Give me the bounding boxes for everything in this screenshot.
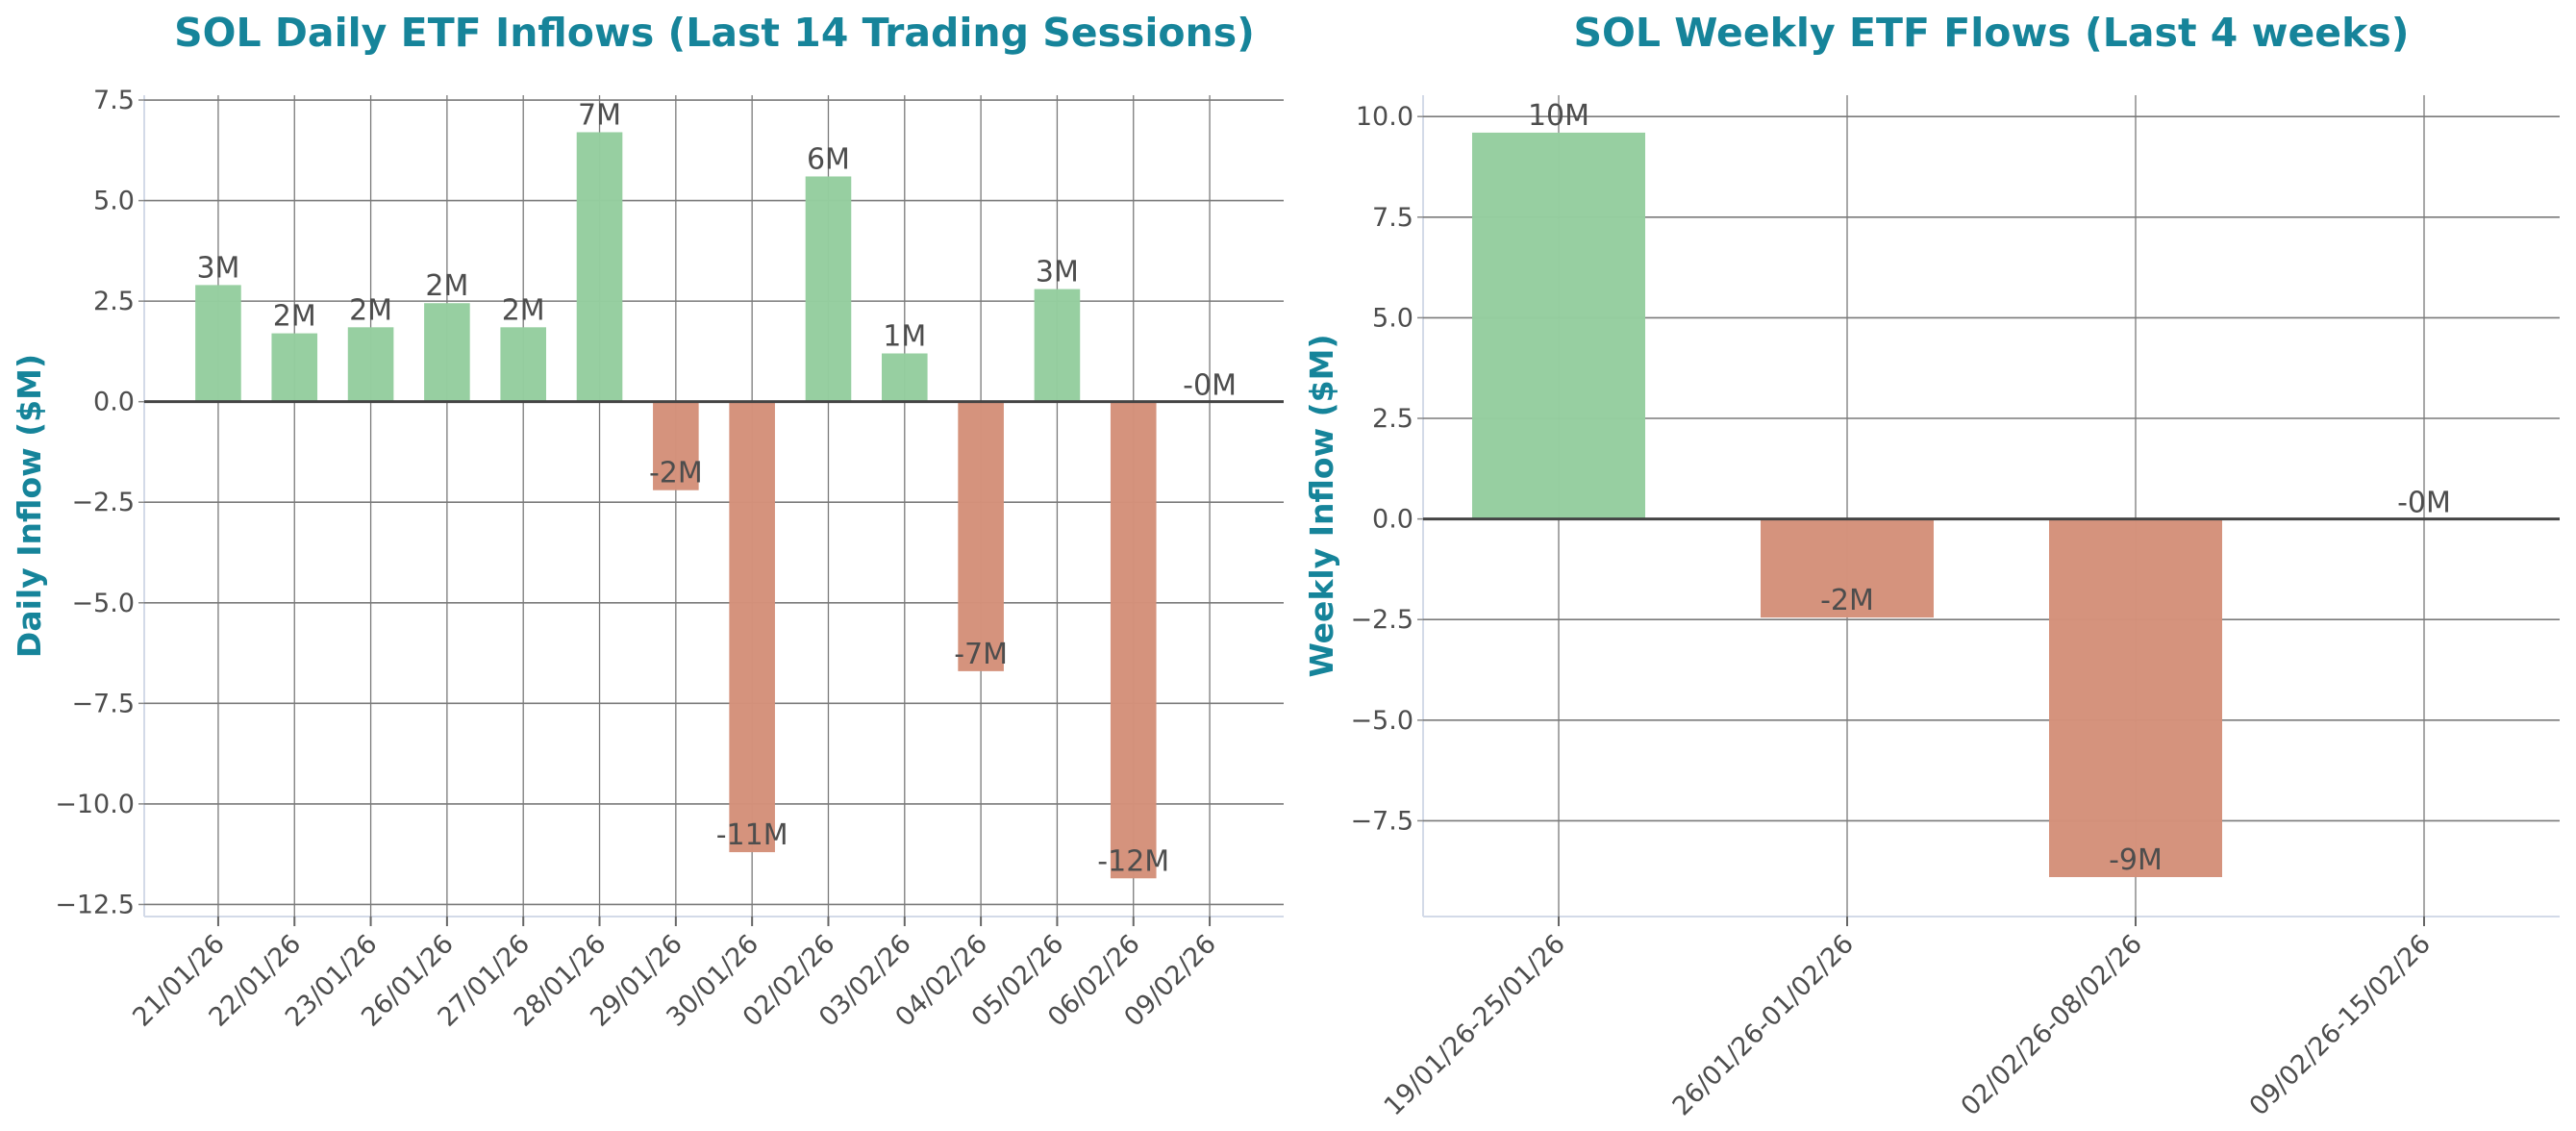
daily-chart-ylabel: Daily Inflow ($M) (11, 354, 48, 658)
weekly-x-tick-label: 09/02/26-15/02/26 (2244, 929, 2437, 1121)
weekly-y-tick-label: −7.5 (1350, 806, 1413, 836)
weekly-y-tick-label: −5.0 (1350, 706, 1413, 736)
weekly-y-tick-label: 7.5 (1372, 203, 1413, 233)
daily-bar-label: 3M (196, 251, 239, 285)
weekly-bar-label: -9M (2109, 843, 2163, 877)
daily-y-tick-label: 0.0 (93, 388, 135, 417)
daily-bar-label: 6M (807, 142, 850, 176)
weekly-y-tick-label: 2.5 (1372, 404, 1413, 434)
daily-bar-label: -0M (1183, 369, 1237, 403)
daily-bar (500, 327, 547, 402)
weekly-chart-ylabel: Weekly Inflow ($M) (1303, 334, 1340, 677)
daily-y-tick-label: −5.0 (71, 589, 135, 618)
daily-bar-label: -2M (649, 457, 703, 490)
weekly-y-tick-label: 0.0 (1372, 505, 1413, 535)
daily-bar (805, 176, 852, 402)
weekly-x-tick-label: 19/01/26-25/01/26 (1379, 929, 1571, 1121)
weekly-y-tick-label: 5.0 (1372, 303, 1413, 333)
daily-inflows-chart: SOL Daily ETF Inflows (Last 14 Trading S… (11, 10, 1284, 1033)
daily-bar (1110, 401, 1157, 879)
daily-bar-label: 3M (1036, 256, 1079, 289)
daily-bar (653, 401, 699, 490)
daily-bar (576, 132, 623, 402)
weekly-bar-label: -0M (2397, 486, 2451, 519)
daily-bar (958, 401, 1004, 671)
daily-bar-label: -11M (716, 818, 788, 852)
weekly-flows-chart: SOL Weekly ETF Flows (Last 4 weeks) Week… (1303, 10, 2560, 1121)
weekly-bar (2049, 518, 2222, 877)
daily-bar-label: 2M (349, 293, 392, 327)
weekly-y-tick-label: 10.0 (1356, 102, 1413, 132)
daily-bar (424, 303, 470, 402)
daily-bar-label: -7M (954, 638, 1008, 671)
daily-bar-label: 1M (883, 319, 926, 353)
daily-y-tick-label: −12.5 (55, 890, 135, 919)
daily-bar (271, 333, 318, 402)
daily-bar (729, 401, 775, 853)
weekly-bar (1472, 132, 1645, 519)
daily-bar-label: 2M (502, 293, 545, 327)
daily-y-tick-label: −10.0 (55, 790, 135, 819)
weekly-x-tick-label: 02/02/26-08/02/26 (1956, 929, 2148, 1121)
weekly-x-tick-label: 26/01/26-01/02/26 (1667, 929, 1860, 1121)
daily-bar-label: -12M (1097, 844, 1169, 878)
weekly-bar-label: 10M (1528, 99, 1589, 133)
weekly-bar (1761, 518, 1934, 618)
daily-bar (1034, 289, 1081, 402)
weekly-y-tick-label: −2.5 (1350, 605, 1413, 635)
daily-bar-label: 2M (425, 269, 468, 303)
daily-bar (347, 327, 394, 402)
daily-chart-title: SOL Daily ETF Inflows (Last 14 Trading S… (174, 10, 1255, 56)
daily-y-tick-label: 7.5 (93, 86, 135, 115)
daily-y-tick-label: 5.0 (93, 187, 135, 216)
daily-bar-label: 2M (273, 300, 316, 334)
weekly-bar-label: -2M (1820, 584, 1874, 617)
daily-bar-label: 7M (578, 98, 621, 132)
daily-y-tick-label: −7.5 (71, 689, 135, 718)
daily-y-tick-label: 2.5 (93, 287, 135, 316)
daily-y-tick-label: −2.5 (71, 488, 135, 517)
daily-bar (195, 285, 241, 402)
daily-bar (881, 353, 928, 402)
weekly-chart-title: SOL Weekly ETF Flows (Last 4 weeks) (1573, 10, 2409, 56)
